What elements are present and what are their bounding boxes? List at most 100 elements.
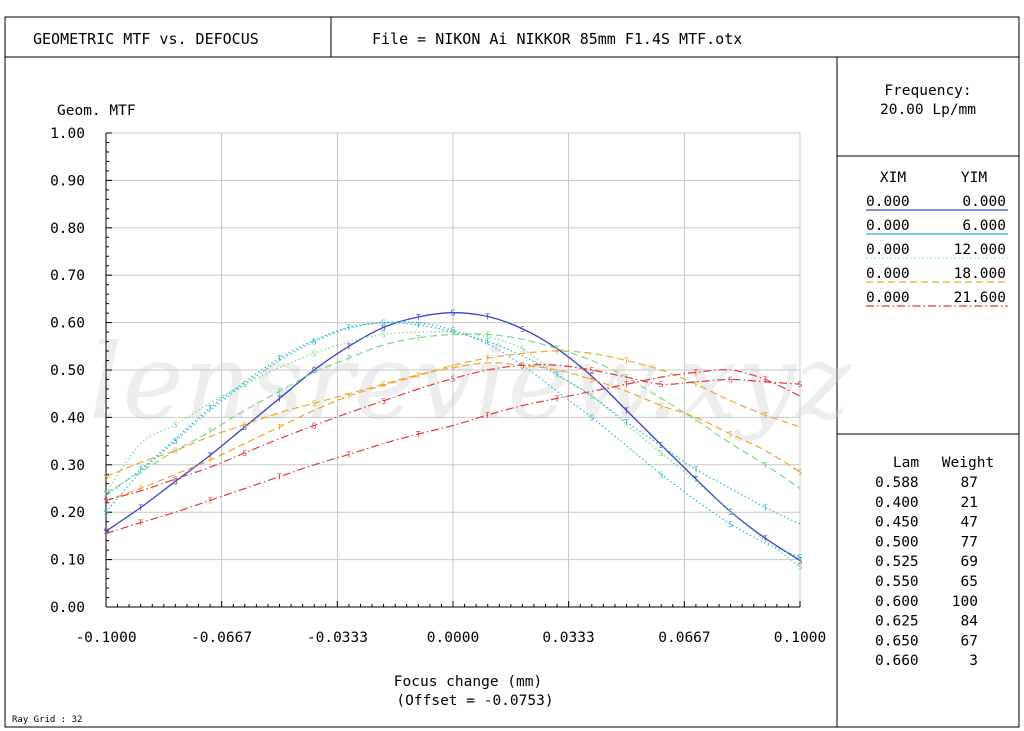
wavelength-row: 0.525 69 [875,554,978,570]
wavelength-row: 0.660 3 [875,653,978,669]
x-tick-label: -0.0333 [307,630,368,646]
data-point-marker: T [485,354,490,363]
data-point-marker: T [208,428,213,437]
chart-axes: 0.00 0.10 0.20 0.30 0.40 0.50 0.60 0.70 0.80 0.90… [50,126,826,646]
data-point-marker: S [589,375,594,384]
wavelength-row: 0.650 67 [875,633,978,649]
data-point-marker: T [416,430,421,439]
weight-value: 87 [961,475,978,491]
field-row: 0.000 6.000 [866,218,1008,235]
data-point-marker: T [763,375,768,384]
data-point-marker: T [346,342,351,351]
weight-value: 65 [961,574,978,590]
series-line [105,321,801,525]
data-point-marker: T [555,371,560,380]
data-point-marker: S [242,421,247,430]
y-tick-label: 0.70 [50,268,85,284]
x-axis-label: Focus change (mm) [394,674,542,690]
data-point-marker: S [242,449,247,458]
field-row: 0.000 18.000 [866,266,1008,283]
data-point-marker: S [242,380,247,389]
data-point-marker: S [798,563,803,572]
data-point-marker: T [555,394,560,403]
y-tick-label: 1.00 [50,126,85,142]
field-xim: 0.000 [866,194,910,210]
data-point-marker: S [589,413,594,422]
weight-value: 69 [961,554,978,570]
data-point-marker: T [485,330,490,339]
x-tick-label: -0.1000 [75,630,136,646]
x-tick-label: -0.0667 [191,630,252,646]
field-yim: 21.600 [954,290,1006,306]
data-point-marker: T [138,503,143,512]
data-point-marker: S [589,366,594,375]
y-tick-label: 0.20 [50,505,85,521]
data-point-marker: S [104,527,109,536]
wavelength-value: 0.500 [875,534,919,550]
wavelength-row: 0.625 84 [875,614,978,630]
wavelength-value: 0.550 [875,574,919,590]
series-line [105,362,801,478]
field-yim: 12.000 [954,242,1006,258]
data-point-marker: T [346,392,351,401]
data-point-marker: S [104,489,109,498]
wavelength-value: 0.650 [875,633,919,649]
y-tick-label: 0.00 [50,600,85,616]
data-point-marker: S [104,496,109,505]
field-table: 0.000 0.000 0.000 6.000 0.000 12.000 0.000 18.0… [866,194,1008,307]
data-point-marker: S [798,468,803,477]
x-tick-label: 0.0333 [542,630,594,646]
data-point-marker: S [728,508,733,517]
wavelength-table: 0.588 87 0.400 21 0.450 47 0.500 77 0.525 69 0.550… [875,475,978,669]
series-line [105,369,801,535]
data-point-marker: T [485,338,490,347]
data-point-marker: S [381,397,386,406]
data-point-marker: T [416,334,421,343]
wavelength-row: 0.450 47 [875,515,978,531]
data-point-marker: S [104,508,109,517]
data-point-marker: T [624,406,629,415]
data-point-marker: S [659,449,664,458]
lam-header: Lam [893,455,919,471]
data-point-marker: S [659,402,664,411]
data-point-marker: S [798,557,803,566]
data-point-marker: S [659,470,664,479]
data-point-marker: S [451,326,456,335]
data-point-marker: T [416,372,421,381]
wavelength-value: 0.525 [875,554,919,570]
weight-value: 21 [961,495,978,511]
mtf-chart: 0.00 0.10 0.20 0.30 0.40 0.50 0.60 0.70 0.80 0.90… [50,103,826,709]
series-line [105,350,801,501]
series-line [105,364,801,501]
data-point-marker: S [104,473,109,482]
data-point-marker: T [138,519,143,528]
field-xim: 0.000 [866,218,910,234]
report-title: GEOMETRIC MTF vs. DEFOCUS [33,30,259,48]
wavelength-value: 0.625 [875,614,919,630]
field-row: 0.000 21.600 [866,290,1008,307]
data-point-marker: S [798,553,803,562]
field-yim: 6.000 [962,218,1006,234]
data-point-marker: S [312,399,317,408]
y-tick-label: 0.80 [50,221,85,237]
data-point-marker: T [763,411,768,420]
data-point-marker: T [277,387,282,396]
field-header-yim: YIM [961,170,987,186]
wavelength-row: 0.550 65 [875,574,978,590]
ray-grid-label: Ray Grid : 32 [12,715,82,725]
wavelength-row: 0.588 87 [875,475,978,491]
weight-value: 84 [961,614,979,630]
field-header-xim: XIM [880,170,906,186]
data-point-marker: S [173,475,178,484]
wavelength-value: 0.450 [875,515,919,531]
series-line [105,311,801,562]
y-tick-label: 0.40 [50,410,85,426]
field-yim: 0.000 [962,194,1006,210]
data-point-marker: T [208,496,213,505]
data-point-marker: T [763,503,768,512]
data-point-marker: T [485,312,490,321]
